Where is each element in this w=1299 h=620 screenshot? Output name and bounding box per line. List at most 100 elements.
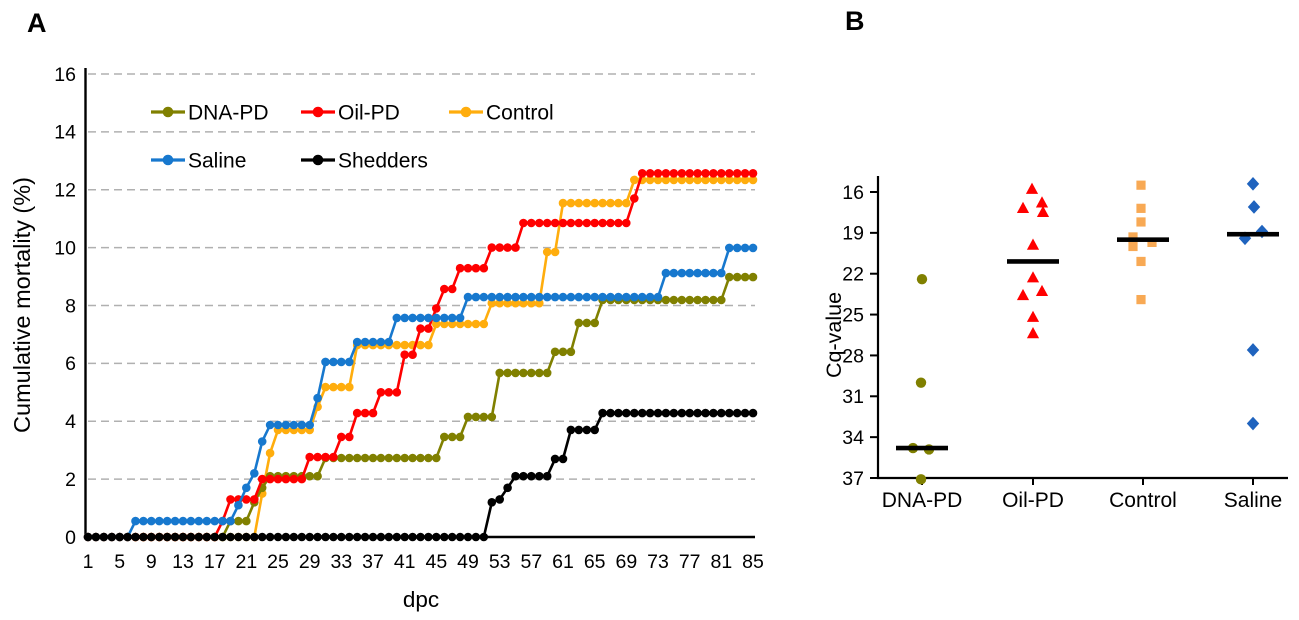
series-point — [250, 532, 259, 542]
x-tick-label: 73 — [647, 551, 669, 573]
series-point — [503, 368, 512, 378]
series-point — [732, 169, 742, 178]
series-point — [432, 532, 441, 542]
series-point — [511, 471, 520, 481]
series-point — [186, 516, 196, 526]
series-point — [368, 453, 378, 463]
series-point — [740, 408, 750, 418]
series-point — [321, 452, 330, 462]
series-point — [740, 272, 750, 282]
series-point — [542, 247, 552, 257]
data-point — [915, 474, 927, 485]
series-point — [645, 292, 655, 302]
data-point — [1026, 327, 1040, 339]
series-point — [107, 532, 117, 542]
series-point — [400, 350, 410, 360]
panel-a-x-tick-labels: 1 5 9 13 17 21 25 29 33 37 41 45 49 53 57 61 65 69 73 77 81 8… — [83, 551, 764, 573]
series-point — [653, 408, 663, 418]
series-point — [685, 295, 694, 305]
series-point — [566, 347, 576, 357]
legend-item-Oil-PD: Oil-PD — [301, 101, 400, 124]
series-point — [550, 247, 560, 257]
series-point — [685, 169, 694, 178]
series-point — [511, 368, 520, 378]
series-point — [685, 408, 694, 418]
series-point — [709, 408, 718, 418]
series-point — [677, 169, 687, 178]
series-point — [360, 408, 370, 418]
y-tick-label: 8 — [65, 295, 76, 317]
y-tick-label: 16 — [842, 182, 864, 204]
series-point — [115, 532, 124, 542]
series-point — [669, 408, 679, 418]
series-point — [281, 420, 291, 430]
series-point — [392, 532, 402, 542]
legend-label: Shedders — [338, 149, 428, 172]
y-tick-label: 28 — [842, 345, 864, 367]
series-point — [717, 268, 726, 278]
series-point — [345, 532, 354, 542]
series-point — [614, 408, 623, 418]
x-tick-label: 53 — [489, 551, 511, 573]
series-point — [495, 292, 505, 302]
series-point — [748, 408, 758, 418]
series-point — [147, 516, 156, 526]
series-point — [463, 412, 473, 422]
series-point — [495, 368, 505, 378]
series-point — [487, 412, 497, 422]
x-tick-label: 65 — [584, 551, 606, 573]
series-point — [178, 516, 188, 526]
legend-item-Saline: Saline — [151, 149, 246, 172]
legend-label: Oil-PD — [338, 101, 400, 124]
series-point — [210, 532, 219, 542]
series-point — [155, 532, 164, 542]
series-point — [440, 313, 449, 323]
series-Oil-PD — [83, 169, 758, 542]
data-point — [1128, 232, 1138, 242]
series-point — [440, 319, 449, 329]
series-point — [503, 298, 512, 308]
series-point — [630, 175, 639, 185]
series-point — [368, 408, 378, 418]
x-tick-label: 81 — [710, 551, 732, 573]
series-point — [463, 319, 473, 329]
series-point — [653, 175, 663, 185]
series-point — [622, 218, 631, 228]
series-point — [630, 194, 639, 203]
x-tick-label: 33 — [330, 551, 352, 573]
series-point — [289, 420, 299, 430]
series-point — [281, 474, 291, 484]
series-point — [558, 292, 568, 302]
series-point — [463, 263, 473, 273]
series-point — [637, 292, 647, 302]
data-point — [1026, 310, 1040, 322]
legend-label: Saline — [188, 149, 246, 172]
series-point — [297, 532, 307, 542]
legend-marker-dot — [460, 106, 472, 118]
series-point — [582, 218, 592, 228]
series-point — [352, 453, 362, 463]
series-point — [535, 292, 544, 302]
series-point — [566, 218, 576, 228]
series-point — [582, 318, 592, 328]
y-tick-label: 22 — [842, 264, 864, 286]
series-point — [574, 425, 584, 435]
series-point — [313, 393, 322, 403]
series-point — [685, 175, 694, 185]
panel-a-y-tick-labels: 0 2 4 6 8 10 12 14 16 — [54, 64, 76, 549]
series-point — [590, 198, 599, 208]
series-point — [265, 420, 275, 430]
series-point — [408, 313, 417, 323]
series-point — [590, 292, 599, 302]
series-point — [281, 532, 291, 542]
series-point — [440, 432, 449, 442]
series-point — [535, 218, 544, 228]
series-point — [519, 471, 528, 481]
series-point — [677, 408, 687, 418]
series-point — [162, 516, 172, 526]
series-point — [487, 243, 497, 252]
series-point — [416, 340, 425, 350]
series-point — [582, 292, 592, 302]
series-point — [384, 532, 394, 542]
series-line-Oil-PD — [88, 172, 753, 539]
